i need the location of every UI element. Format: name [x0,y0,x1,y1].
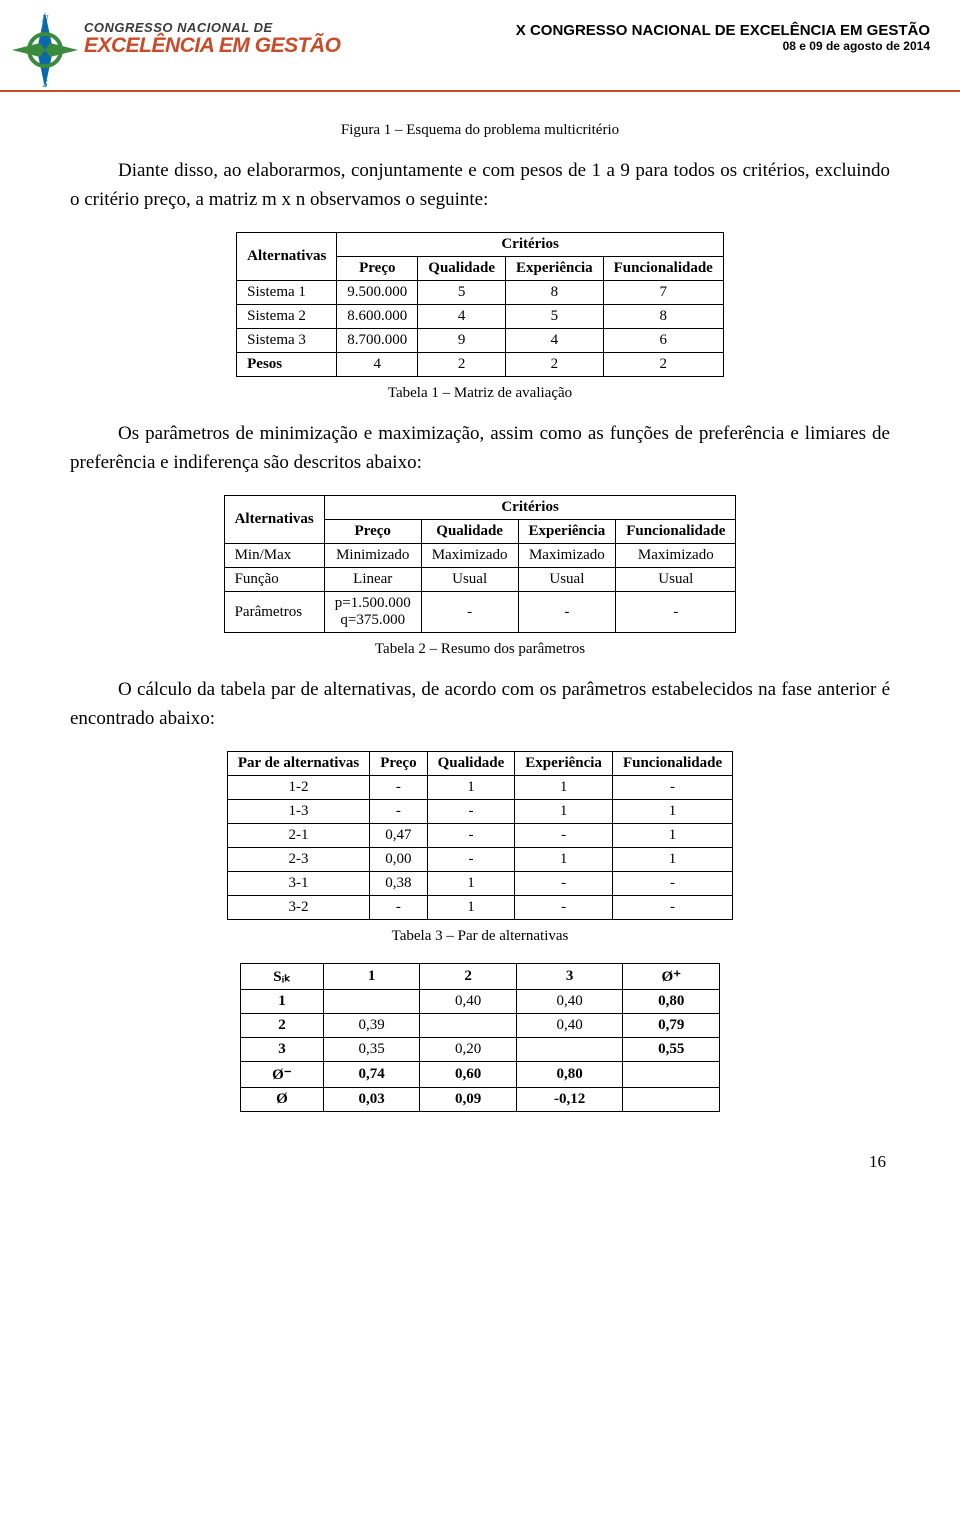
t2-col1: Qualidade [421,520,518,544]
t1-col1: Qualidade [418,257,506,281]
t2-col3: Funcionalidade [616,520,736,544]
brand-line1: CONGRESSO NACIONAL DE [84,20,340,35]
table-row: Sistema 2 8.600.000 4 5 8 [237,305,724,329]
table-row: Sistema 1 9.500.000 5 8 7 [237,281,724,305]
paragraph-2: Os parâmetros de minimização e maximizaç… [70,420,890,477]
t3-col1: Preço [370,752,427,776]
table-row: 30,350,200,55 [241,1038,720,1062]
conference-date: 08 e 09 de agosto de 2014 [516,39,930,53]
table-row: Ø0,030,09-0,12 [241,1088,720,1112]
conference-title: X CONGRESSO NACIONAL DE EXCELÊNCIA EM GE… [516,22,930,39]
t4-h2: 2 [420,964,516,990]
page-number: 16 [70,1152,890,1172]
t1-criterios: Critérios [337,233,724,257]
t3-col3: Experiência [515,752,613,776]
table-row: Função Linear Usual Usual Usual [224,568,736,592]
paragraph-1: Diante disso, ao elaborarmos, conjuntame… [70,157,890,214]
table-row: Parâmetros p=1.500.000 q=375.000 - - - [224,592,736,633]
t4-h0: Sᵢₖ [241,964,324,990]
table-row: 1-2-11- [227,776,732,800]
table-row: 2-30,00-11 [227,848,732,872]
brand-logo: N S CONGRESSO NACIONAL DE EXCELÊNCIA EM … [10,10,340,90]
t3-col2: Qualidade [427,752,515,776]
page-header: N S CONGRESSO NACIONAL DE EXCELÊNCIA EM … [0,0,960,92]
paragraph-3: O cálculo da tabela par de alternativas,… [70,676,890,733]
t2-col0: Preço [324,520,421,544]
t2-corner: Alternativas [224,496,324,544]
table1-caption: Tabela 1 – Matriz de avaliação [70,385,890,402]
table3-caption: Tabela 3 – Par de alternativas [70,928,890,945]
table-sik: Sᵢₖ 1 2 3 Ø⁺ 10,400,400,80 20,390,400,79… [240,963,720,1112]
t2-criterios: Critérios [324,496,736,520]
t1-col0: Preço [337,257,418,281]
t4-h1: 1 [323,964,419,990]
table-resumo-parametros: Alternativas Critérios Preço Qualidade E… [224,495,737,633]
table-row: 20,390,400,79 [241,1014,720,1038]
brand-line2: EXCELÊNCIA EM GESTÃO [84,35,340,56]
svg-text:S: S [43,79,48,90]
table-row: 3-10,381-- [227,872,732,896]
t1-col2: Experiência [505,257,603,281]
table-row: Ø⁻0,740,600,80 [241,1062,720,1088]
table-row: 1-3--11 [227,800,732,824]
table-row: 2-10,47--1 [227,824,732,848]
svg-text:N: N [41,14,50,25]
table-row: 10,400,400,80 [241,990,720,1014]
t2-col2: Experiência [518,520,616,544]
figure1-caption: Figura 1 – Esquema do problema multicrit… [70,122,890,139]
table-matriz-avaliacao: Alternativas Critérios Preço Qualidade E… [236,232,724,377]
table-row: 3-2-1-- [227,896,732,920]
table2-caption: Tabela 2 – Resumo dos parâmetros [70,641,890,658]
table-row: Pesos 4 2 2 2 [237,353,724,377]
compass-icon: N S [10,10,80,90]
t4-h3: 3 [516,964,623,990]
t3-col4: Funcionalidade [612,752,732,776]
t1-col3: Funcionalidade [603,257,723,281]
t1-corner: Alternativas [237,233,337,281]
t3-col0: Par de alternativas [227,752,369,776]
table-par-alternativas: Par de alternativas Preço Qualidade Expe… [227,751,733,920]
table-row: Min/Max Minimizado Maximizado Maximizado… [224,544,736,568]
table-row: Sistema 3 8.700.000 9 4 6 [237,329,724,353]
t4-h4: Ø⁺ [623,964,720,990]
